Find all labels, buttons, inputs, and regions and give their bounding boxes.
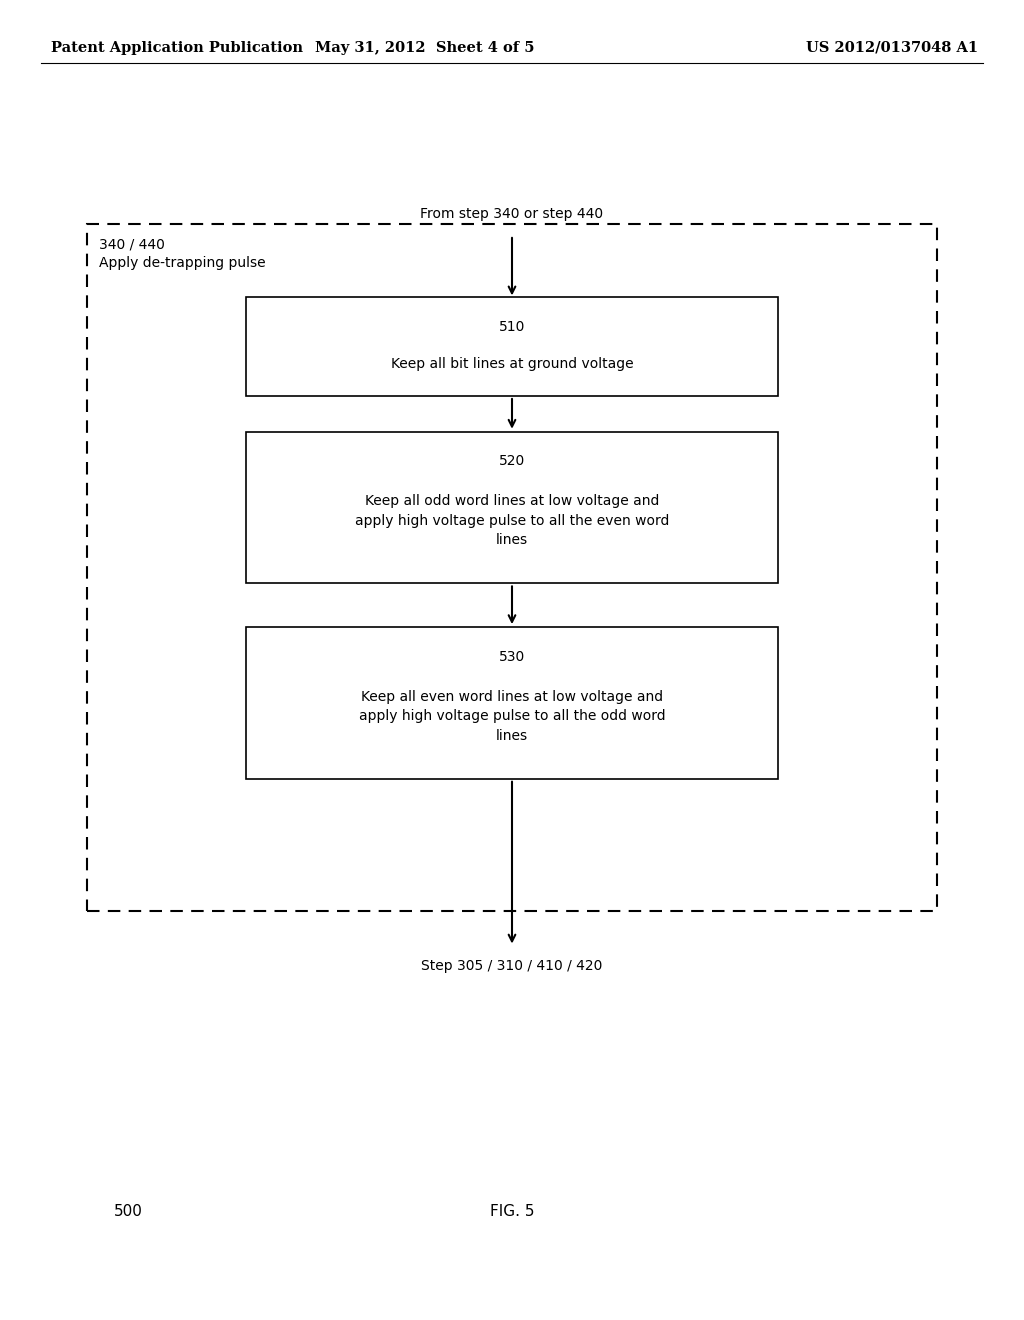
Text: Step 305 / 310 / 410 / 420: Step 305 / 310 / 410 / 420 bbox=[421, 960, 603, 973]
Text: 510: 510 bbox=[499, 319, 525, 334]
Text: Patent Application Publication: Patent Application Publication bbox=[51, 41, 303, 54]
Text: From step 340 or step 440: From step 340 or step 440 bbox=[421, 207, 603, 220]
Text: Keep all even word lines at low voltage and
apply high voltage pulse to all the : Keep all even word lines at low voltage … bbox=[358, 689, 666, 743]
Bar bbox=[246, 297, 778, 396]
Text: Keep all bit lines at ground voltage: Keep all bit lines at ground voltage bbox=[391, 356, 633, 371]
Text: FIG. 5: FIG. 5 bbox=[489, 1204, 535, 1220]
Text: Keep all odd word lines at low voltage and
apply high voltage pulse to all the e: Keep all odd word lines at low voltage a… bbox=[354, 494, 670, 548]
Bar bbox=[87, 224, 937, 911]
Text: 520: 520 bbox=[499, 454, 525, 469]
Text: 500: 500 bbox=[114, 1204, 142, 1220]
Bar bbox=[246, 627, 778, 779]
Text: 530: 530 bbox=[499, 649, 525, 664]
Bar bbox=[246, 432, 778, 583]
Text: May 31, 2012  Sheet 4 of 5: May 31, 2012 Sheet 4 of 5 bbox=[315, 41, 535, 54]
Text: US 2012/0137048 A1: US 2012/0137048 A1 bbox=[806, 41, 978, 54]
Text: 340 / 440
Apply de-trapping pulse: 340 / 440 Apply de-trapping pulse bbox=[99, 238, 266, 271]
